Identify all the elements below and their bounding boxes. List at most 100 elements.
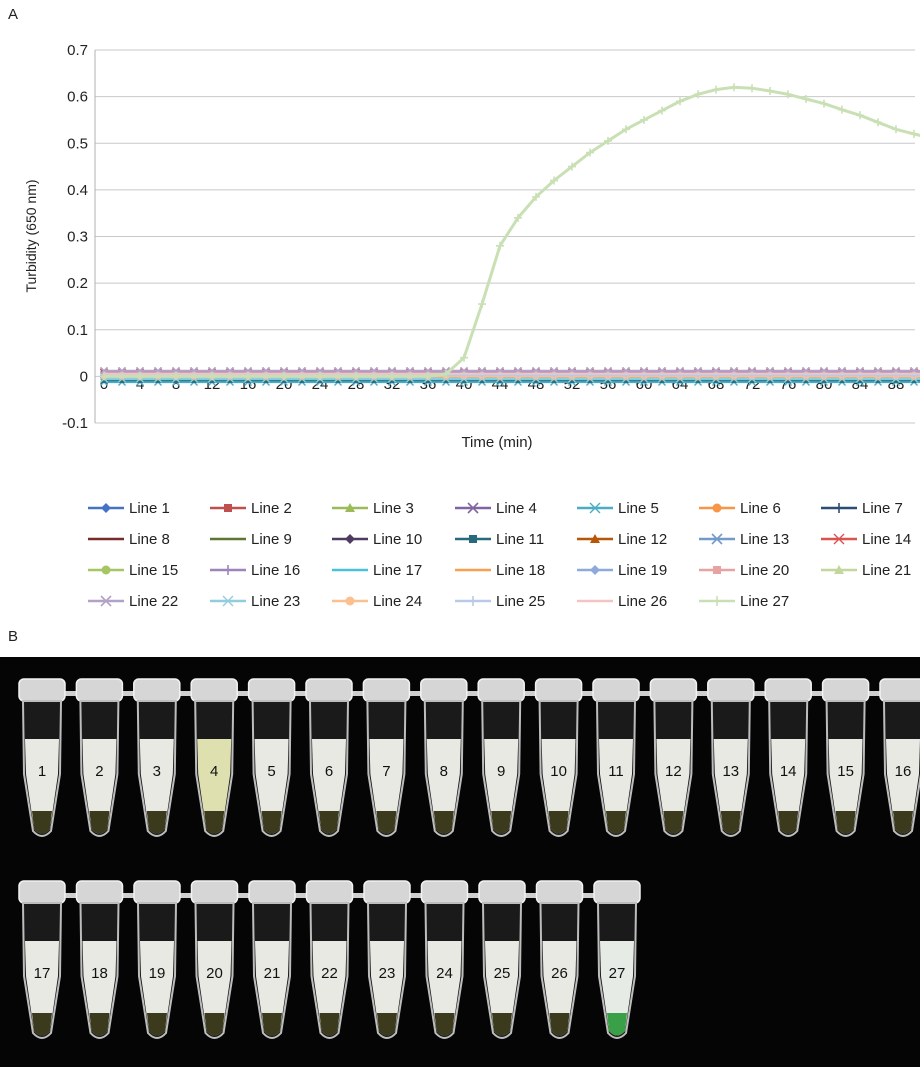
legend-item: Line 15: [88, 562, 178, 579]
tube-label: 2: [95, 763, 103, 780]
tube-sediment: [377, 1013, 397, 1036]
tube: 6: [305, 678, 353, 837]
tube-sediment: [778, 811, 799, 834]
tube-cap: [534, 678, 583, 702]
tube-liquid: [542, 941, 577, 1036]
tube-cap: [649, 678, 698, 702]
tube: 10: [534, 678, 583, 837]
x-tick-label: 4: [136, 376, 144, 393]
data-point: [676, 97, 684, 106]
legend-item: Line 11: [455, 531, 544, 548]
tube-liquid: [255, 941, 289, 1036]
tube-liquid: [197, 739, 232, 834]
tube: 5: [247, 678, 296, 837]
tube: 21: [248, 880, 296, 1039]
data-point: [280, 372, 288, 381]
series-line-27: [100, 83, 920, 381]
tube-label: 17: [34, 965, 51, 982]
tube-liquid: [370, 941, 404, 1036]
panel-b-label: B: [8, 628, 19, 645]
tube-liquid: [139, 739, 174, 834]
legend-label: Line 17: [373, 562, 422, 579]
tube-cap: [592, 678, 640, 702]
legend-item: Line 18: [455, 562, 545, 579]
tube: 16: [879, 678, 920, 837]
legend-marker: [100, 595, 112, 607]
y-axis-ticks: 0.7 0.6 0.5 0.4 0.3 0.2 0.1 0 -0.1: [62, 42, 88, 432]
tube-sediment: [492, 1013, 512, 1036]
data-point: [478, 300, 486, 309]
y-tick-label: 0.7: [67, 42, 88, 59]
legend-item: Line 14: [821, 531, 911, 548]
tube-sediment: [835, 811, 856, 834]
tube-cap: [248, 880, 296, 904]
data-point: [424, 372, 432, 381]
tube-liquid: [312, 941, 347, 1036]
legend-label: Line 18: [496, 562, 545, 579]
data-point: [820, 99, 828, 108]
tube-liquid: [140, 941, 174, 1036]
tube-cap: [133, 678, 181, 702]
tube-sediment: [89, 811, 110, 834]
tube-sediment: [204, 1013, 225, 1036]
data-point: [910, 129, 918, 138]
tube-sediment: [607, 1013, 627, 1036]
tube-label: 1: [38, 763, 46, 780]
tube-cap: [18, 678, 66, 702]
data-point: [496, 241, 504, 250]
data-point: [748, 84, 756, 93]
tube: 14: [764, 678, 812, 837]
tube-label: 20: [206, 965, 223, 982]
data-point: [802, 94, 810, 103]
x-axis-label: Time (min): [461, 434, 532, 451]
chart-legend: Line 1 Line 2 Line 3 Line 4 Line 5 Line 6 Line…: [88, 500, 911, 610]
tube-cap: [420, 678, 468, 702]
legend-label: Line 27: [740, 593, 789, 610]
tube-cap: [75, 678, 124, 702]
legend-marker: [713, 566, 721, 574]
tube: 15: [821, 678, 870, 837]
legend-label: Line 14: [862, 531, 911, 548]
legend-item: Line 2: [210, 500, 292, 517]
data-point: [460, 353, 468, 362]
y-tick-label: 0.2: [67, 275, 88, 292]
data-point: [532, 192, 540, 201]
tube-cap: [305, 880, 354, 904]
tube-label: 9: [497, 763, 505, 780]
legend-item: Line 24: [332, 593, 422, 610]
tube-liquid: [312, 739, 346, 834]
tube-liquid: [197, 941, 232, 1036]
legend-item: Line 23: [210, 593, 300, 610]
legend-label: Line 26: [618, 593, 667, 610]
tube: 12: [649, 678, 698, 837]
tube-liquid: [600, 941, 634, 1036]
data-point: [550, 176, 558, 185]
tube-cap: [478, 880, 526, 904]
legend-label: Line 4: [496, 500, 537, 517]
tube-label: 22: [321, 965, 338, 982]
y-tick-label: 0.4: [67, 182, 88, 199]
tube-liquid: [771, 739, 806, 834]
legend-label: Line 9: [251, 531, 292, 548]
tube: 8: [420, 678, 468, 837]
legend-label: Line 21: [862, 562, 911, 579]
legend-label: Line 23: [251, 593, 300, 610]
legend-marker: [834, 503, 844, 513]
tube-liquid: [541, 739, 576, 834]
data-point: [316, 372, 324, 381]
tube-cap: [18, 880, 66, 904]
tube-cap: [477, 678, 525, 702]
legend-item: Line 13: [699, 531, 789, 548]
legend-label: Line 6: [740, 500, 781, 517]
legend-item: Line 4: [455, 500, 537, 517]
y-tick-label: 0.5: [67, 135, 88, 152]
legend-item: Line 17: [332, 562, 422, 579]
legend-item: Line 22: [88, 593, 178, 610]
legend-item: Line 16: [210, 562, 300, 579]
tube-label: 18: [91, 965, 108, 982]
data-point: [136, 372, 144, 381]
tube-sediment: [261, 811, 282, 834]
tube: 23: [363, 880, 411, 1039]
tube-cap: [362, 678, 411, 702]
tube: 7: [362, 678, 411, 837]
